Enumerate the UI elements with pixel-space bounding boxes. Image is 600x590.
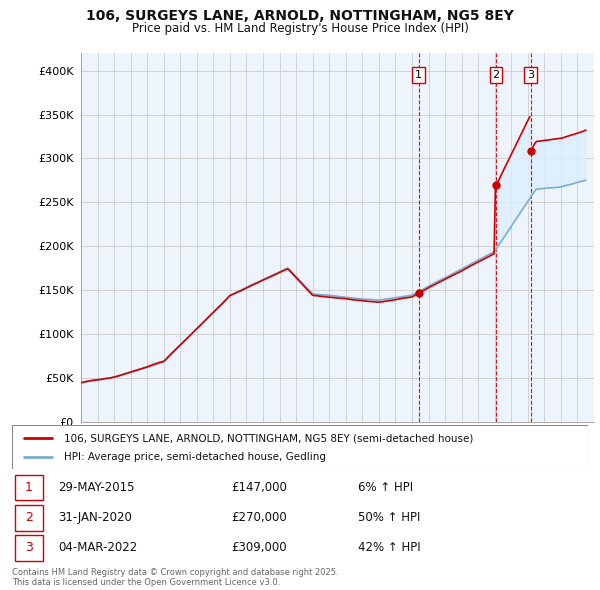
Text: £309,000: £309,000 — [231, 542, 287, 555]
Text: 1: 1 — [25, 481, 32, 494]
Text: 2: 2 — [25, 511, 32, 525]
Text: Price paid vs. HM Land Registry's House Price Index (HPI): Price paid vs. HM Land Registry's House … — [131, 22, 469, 35]
FancyBboxPatch shape — [12, 425, 588, 469]
Text: HPI: Average price, semi-detached house, Gedling: HPI: Average price, semi-detached house,… — [64, 452, 326, 461]
Text: 3: 3 — [527, 70, 534, 80]
Text: 31-JAN-2020: 31-JAN-2020 — [58, 511, 132, 525]
Text: 6% ↑ HPI: 6% ↑ HPI — [358, 481, 413, 494]
FancyBboxPatch shape — [15, 475, 43, 500]
Text: 3: 3 — [25, 542, 32, 555]
Text: 42% ↑ HPI: 42% ↑ HPI — [358, 542, 420, 555]
Text: 2: 2 — [493, 70, 500, 80]
Text: £270,000: £270,000 — [231, 511, 287, 525]
Text: 50% ↑ HPI: 50% ↑ HPI — [358, 511, 420, 525]
FancyBboxPatch shape — [15, 535, 43, 560]
Text: Contains HM Land Registry data © Crown copyright and database right 2025.
This d: Contains HM Land Registry data © Crown c… — [12, 568, 338, 587]
Text: 106, SURGEYS LANE, ARNOLD, NOTTINGHAM, NG5 8EY (semi-detached house): 106, SURGEYS LANE, ARNOLD, NOTTINGHAM, N… — [64, 433, 473, 443]
Text: £147,000: £147,000 — [231, 481, 287, 494]
Text: 04-MAR-2022: 04-MAR-2022 — [58, 542, 137, 555]
Text: 1: 1 — [415, 70, 422, 80]
Text: 29-MAY-2015: 29-MAY-2015 — [58, 481, 134, 494]
FancyBboxPatch shape — [15, 505, 43, 530]
Text: 106, SURGEYS LANE, ARNOLD, NOTTINGHAM, NG5 8EY: 106, SURGEYS LANE, ARNOLD, NOTTINGHAM, N… — [86, 9, 514, 23]
